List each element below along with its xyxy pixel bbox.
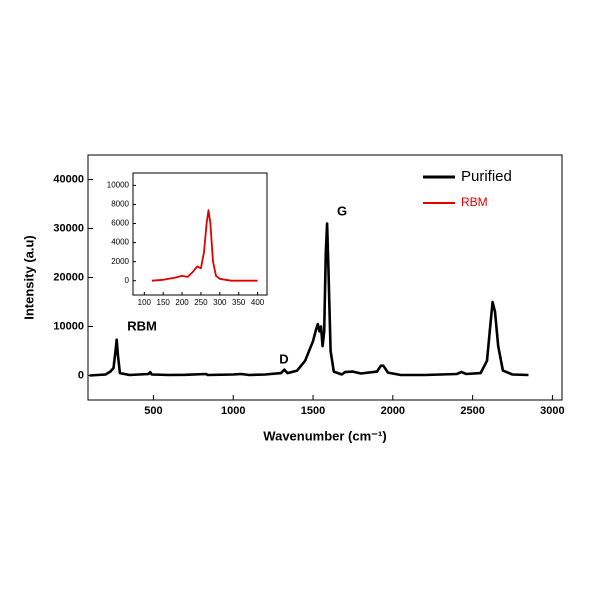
x-tick-label: 2000: [381, 405, 405, 417]
x-tick-label: 350: [232, 298, 246, 307]
x-tick-label: 250: [194, 298, 208, 307]
x-tick-label: 1000: [221, 405, 245, 417]
y-tick-label: 30000: [53, 222, 84, 234]
annotation: D: [279, 351, 288, 366]
y-axis-title: Intensity (a.u): [21, 235, 36, 320]
y-tick-label: 10000: [53, 320, 84, 332]
x-tick-label: 150: [157, 298, 171, 307]
annotation: RBM: [127, 318, 157, 333]
y-tick-label: 0: [125, 276, 130, 285]
x-tick-label: 2500: [460, 405, 484, 417]
annotation: G: [337, 203, 347, 218]
y-tick-label: 20000: [53, 271, 84, 283]
legend-label: RBM: [461, 195, 488, 209]
y-tick-label: 0: [78, 369, 84, 381]
y-tick-label: 6000: [111, 219, 129, 228]
y-tick-label: 10000: [107, 181, 130, 190]
x-tick-label: 3000: [540, 405, 564, 417]
x-tick-label: 500: [144, 405, 162, 417]
x-tick-label: 1500: [301, 405, 325, 417]
y-tick-label: 4000: [111, 238, 129, 247]
x-tick-label: 400: [251, 298, 265, 307]
y-tick-label: 40000: [53, 173, 84, 185]
series-line: [151, 209, 258, 282]
x-axis-title: Wavenumber (cm⁻¹): [263, 428, 386, 443]
x-tick-label: 100: [138, 298, 152, 307]
legend-label: Purified: [461, 168, 512, 185]
series-line: [89, 222, 529, 377]
plot-frame: [132, 172, 268, 296]
y-tick-label: 8000: [111, 200, 129, 209]
x-tick-label: 300: [213, 298, 227, 307]
y-tick-label: 2000: [111, 257, 129, 266]
x-tick-label: 200: [175, 298, 189, 307]
